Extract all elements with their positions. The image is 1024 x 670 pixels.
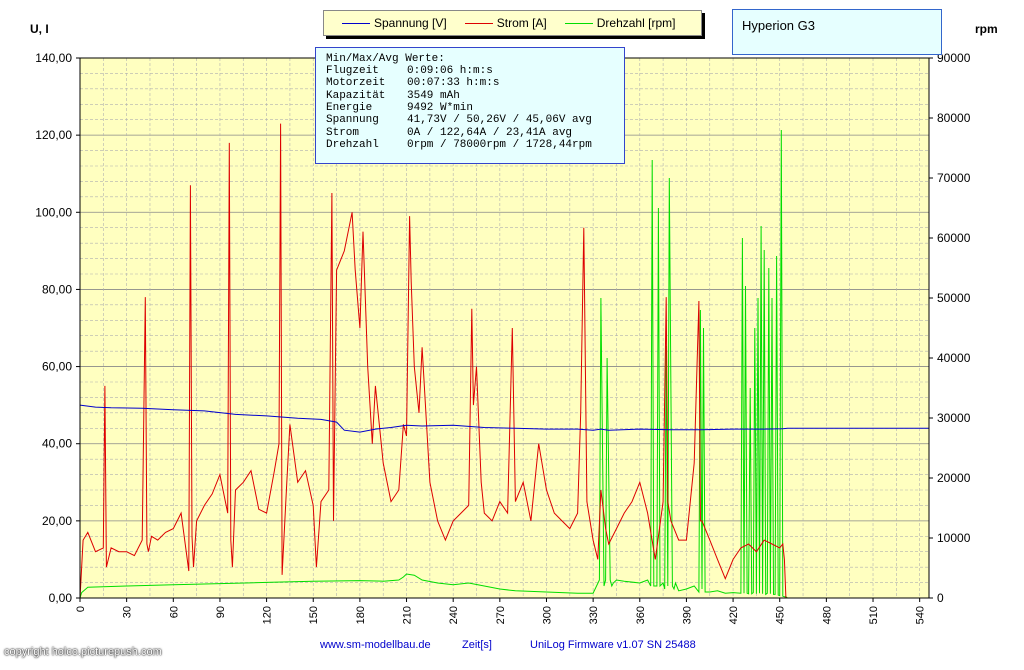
stats-key: Spannung: [326, 114, 379, 127]
stats-key: Flugzeit: [326, 65, 379, 77]
x-tick-label: 180: [355, 606, 367, 624]
x-tick-label: 150: [308, 606, 320, 624]
x-tick-label: 330: [588, 606, 600, 624]
stats-key: Drehzahl: [326, 138, 379, 151]
stats-row: Energie 9492 W*min: [326, 102, 473, 114]
copyright-watermark: copyright holco.picturepush.com: [4, 646, 162, 658]
x-tick-label: 90: [215, 606, 227, 618]
x-axis-title: Zeit[s]: [462, 639, 492, 651]
x-tick-label: 480: [821, 606, 833, 624]
series-layer: [79, 123, 929, 599]
left-tick-label: 140,00: [35, 51, 72, 65]
x-tick-label: 360: [635, 606, 647, 624]
right-tick-label: 80000: [937, 111, 971, 125]
x-tick-label: 30: [122, 606, 134, 618]
right-tick-label: 30000: [937, 411, 971, 425]
stats-value: 0:09:06 h:m:s: [407, 65, 493, 77]
right-tick-label: 70000: [937, 171, 971, 185]
legend-swatch-current: [464, 22, 493, 24]
right-tick-label: 50000: [937, 291, 971, 305]
left-tick-label: 60,00: [42, 360, 72, 374]
right-tick-label: 20000: [937, 471, 971, 485]
stats-value: 41,73V / 50,26V / 45,06V avg: [407, 114, 592, 127]
x-tick-label: 450: [775, 606, 787, 624]
stats-key: Kapazität: [326, 89, 386, 102]
x-tick-label: 540: [915, 606, 927, 624]
right-tick-label: 0: [937, 591, 944, 605]
stats-row: Flugzeit 0:09:06 h:m:s: [326, 65, 493, 77]
x-tick-label: 120: [262, 606, 274, 624]
left-tick-label: 100,00: [35, 205, 72, 219]
series-line-1: [79, 123, 929, 599]
left-tick-label: 20,00: [42, 514, 72, 528]
stats-row: Strom 0A / 122,64A / 23,41A avg: [326, 127, 572, 139]
stats-value: 3549 mAh: [407, 89, 460, 102]
x-tick-label: 60: [168, 606, 180, 618]
x-tick-label: 510: [868, 606, 880, 624]
stats-value: 0rpm / 78000rpm / 1728,44rpm: [407, 138, 592, 151]
x-tick-label: 300: [541, 606, 553, 624]
stats-title: Min/Max/Avg Werte:: [326, 53, 445, 65]
right-tick-label: 40000: [937, 351, 971, 365]
right-tick-label: 90000: [937, 51, 971, 65]
series-line-2: [79, 129, 929, 599]
stats-value: 9492 W*min: [407, 101, 474, 114]
right-tick-label: 10000: [937, 531, 971, 545]
legend-item-voltage: Spannung [V]: [342, 16, 447, 30]
stats-key: Motorzeit: [326, 77, 386, 90]
legend-item-rpm: Drehzahl [rpm]: [564, 16, 676, 30]
right-axis-title: rpm: [975, 22, 998, 36]
stats-row: Kapazität 3549 mAh: [326, 90, 460, 102]
x-tick-label: 270: [495, 606, 507, 624]
stats-value: 0A / 122,64A / 23,41A avg: [407, 126, 573, 139]
chart-title: Hyperion G3: [742, 18, 815, 33]
stats-value: 00:07:33 h:m:s: [407, 77, 500, 90]
x-tick-label: 240: [448, 606, 460, 624]
x-tick-label: 0: [75, 606, 87, 612]
stats-key: Strom: [326, 126, 360, 139]
chart-title-box: Hyperion G3: [732, 9, 942, 55]
stats-key: Energie: [326, 101, 373, 114]
footer-firmware: UniLog Firmware v1.07 SN 25488: [530, 639, 696, 651]
axes: 0,00 20,00 40,00 60,00 80,00 100,00 120,00 140,…: [35, 51, 970, 624]
legend-swatch-rpm: [564, 22, 593, 24]
stats-row: Drehzahl 0rpm / 78000rpm / 1728,44rpm: [326, 139, 592, 151]
legend-label-voltage: Spannung [V]: [374, 16, 447, 30]
right-tick-label: 60000: [937, 231, 971, 245]
x-tick-label: 420: [728, 606, 740, 624]
left-tick-label: 0,00: [49, 591, 73, 605]
left-axis-title: U, I: [30, 22, 49, 36]
series-line-0: [79, 404, 929, 433]
chart-legend: Spannung [V] Strom [A] Drehzahl [rpm]: [323, 10, 702, 36]
x-tick-label: 210: [402, 606, 414, 624]
legend-swatch-voltage: [342, 22, 370, 24]
x-tick-label: 390: [681, 606, 693, 624]
left-tick-label: 80,00: [42, 282, 72, 296]
legend-label-current: Strom [A]: [496, 16, 547, 30]
stats-row: Spannung 41,73V / 50,26V / 45,06V avg: [326, 114, 592, 126]
left-tick-label: 40,00: [42, 437, 72, 451]
stats-row: Motorzeit 00:07:33 h:m:s: [326, 77, 499, 89]
legend-label-rpm: Drehzahl [rpm]: [596, 16, 676, 30]
stats-box: Min/Max/Avg Werte: Flugzeit 0:09:06 h:m:s…: [315, 47, 625, 164]
left-tick-label: 120,00: [35, 128, 72, 142]
footer-site: www.sm-modellbau.de: [320, 639, 431, 651]
legend-item-current: Strom [A]: [464, 16, 547, 30]
